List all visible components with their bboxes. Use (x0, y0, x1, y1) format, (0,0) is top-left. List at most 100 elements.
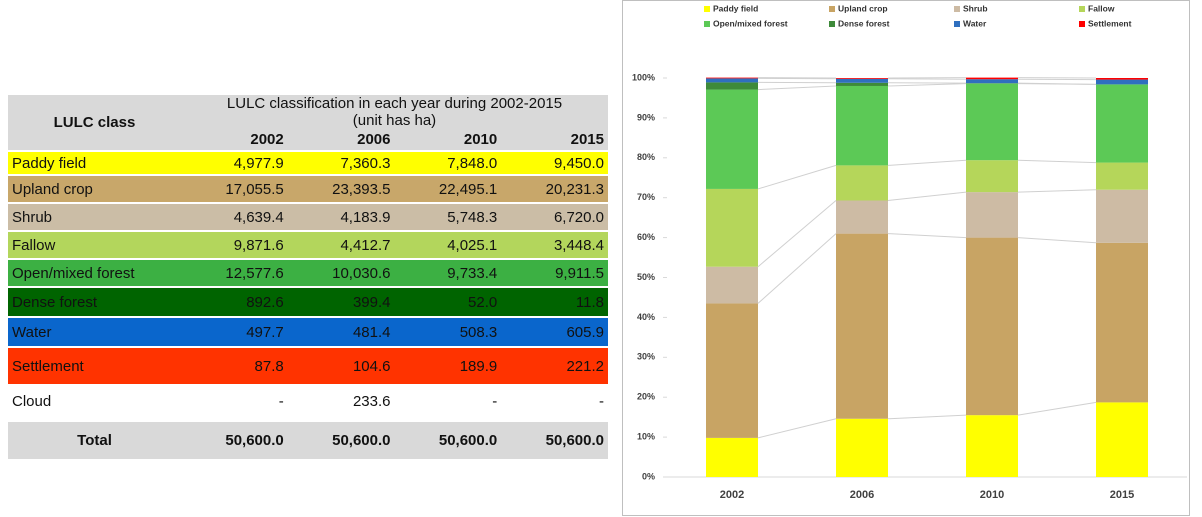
value-cell: 9,450.0 (501, 150, 608, 175)
data-row: Paddy field 4,977.9 7,360.3 7,848.0 9,450.0 (8, 150, 608, 175)
legend-label: Water (963, 18, 987, 28)
value-cell: 23,393.5 (287, 174, 395, 203)
y-tick-label: 60% (637, 232, 655, 242)
class-cell: Dense forest (8, 286, 181, 317)
y-tick-label: 0% (642, 471, 655, 481)
bar-segment (706, 82, 758, 90)
y-tick-label: 20% (637, 392, 655, 402)
connector-line (757, 164, 837, 190)
value-cell: 233.6 (287, 384, 395, 419)
chart: 0% 10% 20% 30% 40% 50% 60% 70% 80% 90% 100% 2002 200… (622, 0, 1190, 516)
bar-segment (836, 418, 888, 477)
class-cell: Cloud (8, 384, 181, 419)
value-cell: 221.2 (501, 346, 608, 385)
class-cell: Open/mixed forest (8, 258, 181, 287)
bar-segment (966, 237, 1018, 416)
y-tick-label: 50% (637, 272, 655, 282)
value-cell: 7,848.0 (394, 150, 502, 175)
y-tick-label: 30% (637, 352, 655, 362)
value-cell: 7,360.3 (287, 150, 395, 175)
connector-line (887, 414, 967, 420)
y-tick-label: 80% (637, 152, 655, 162)
class-cell: Paddy field (8, 150, 181, 175)
value-cell: 6,720.0 (501, 202, 608, 231)
value-cell: 605.9 (501, 316, 608, 347)
legend-swatch (1079, 21, 1085, 27)
x-tick-label: 2015 (1110, 489, 1134, 501)
bar-segment (706, 266, 758, 304)
connector-line (1017, 159, 1097, 164)
bar-segment (1096, 84, 1148, 163)
x-tick-label: 2010 (980, 489, 1004, 501)
connector-line (887, 159, 967, 166)
bar-segment (706, 303, 758, 438)
value-cell: - (501, 384, 608, 419)
value-cell: 52.0 (394, 286, 502, 317)
connector-line (887, 191, 967, 201)
group-header: LULC classification in each year during … (226, 95, 563, 129)
legend-swatch (954, 21, 960, 27)
value-cell: 5,748.3 (394, 202, 502, 231)
bar-segment (706, 188, 758, 267)
class-cell: Water (8, 316, 181, 347)
value-cell: 4,412.7 (287, 230, 395, 259)
value-cell: 20,231.3 (501, 174, 608, 203)
value-cell: 4,183.9 (287, 202, 395, 231)
value-cell: 497.7 (181, 316, 288, 347)
connector-line (887, 83, 967, 87)
total-cell: 50,600.0 (501, 416, 608, 459)
y-tick-label: 40% (637, 312, 655, 322)
connector-line (1017, 401, 1097, 416)
data-row: Fallow 9,871.6 4,412.7 4,025.1 3,448.4 (8, 230, 608, 259)
legend-swatch (704, 21, 710, 27)
value-cell: 4,977.9 (181, 150, 288, 175)
connector-line (757, 418, 837, 439)
bar-segment (966, 160, 1018, 193)
value-cell: - (181, 384, 288, 419)
value-cell: 87.8 (181, 346, 288, 385)
value-cell: 399.4 (287, 286, 395, 317)
value-cell: 189.9 (394, 346, 502, 385)
value-cell: 12,577.6 (181, 258, 288, 287)
data-row: Open/mixed forest 12,577.6 10,030.6 9,733.4… (8, 258, 608, 287)
class-cell: Shrub (8, 202, 181, 231)
bar-segment (836, 78, 888, 83)
total-cell: 50,600.0 (181, 416, 288, 459)
connector-line (887, 233, 967, 239)
class-cell: Settlement (8, 346, 181, 385)
data-row: Cloud -233.6- - (8, 384, 608, 419)
value-cell: 9,911.5 (501, 258, 608, 287)
class-cell: Fallow (8, 230, 181, 259)
value-cell: 17,055.5 (181, 174, 288, 203)
year-header: 2010 (463, 131, 498, 148)
bar-segment (966, 83, 1018, 161)
value-cell: 10,030.6 (287, 258, 395, 287)
legend-swatch (829, 6, 835, 12)
year-header: 2002 (250, 131, 284, 148)
y-tick-label: 100% (632, 72, 655, 82)
bar-segment (1096, 162, 1148, 190)
bar-segment (966, 79, 1018, 84)
value-cell: - (394, 384, 502, 419)
value-cell: 4,025.1 (394, 230, 502, 259)
connector-line (1017, 237, 1097, 244)
value-cell: 481.4 (287, 316, 395, 347)
value-cell: 104.6 (287, 346, 395, 385)
y-tick-label: 10% (637, 431, 655, 441)
value-cell: 4,639.4 (181, 202, 288, 231)
bar-segment (706, 78, 758, 83)
legend-label: Open/mixed forest (713, 18, 788, 28)
connector-line (757, 85, 837, 91)
y-tick-label: 70% (637, 192, 655, 202)
bar-segment (836, 200, 888, 234)
legend-swatch (704, 6, 710, 12)
total-cell: 50,600.0 (287, 416, 395, 459)
bar-segment (836, 233, 888, 419)
connector-line (1017, 189, 1097, 193)
data-row: Shrub 4,639.4 4,183.9 5,748.3 6,720.0 (8, 202, 608, 231)
value-cell: 892.6 (181, 286, 288, 317)
lulc-table: LULC class LULC classification in each ye… (8, 95, 608, 459)
data-row: Upland crop 17,055.5 23,393.5 22,495.1 20,23… (8, 174, 608, 203)
connector-line (757, 233, 837, 304)
